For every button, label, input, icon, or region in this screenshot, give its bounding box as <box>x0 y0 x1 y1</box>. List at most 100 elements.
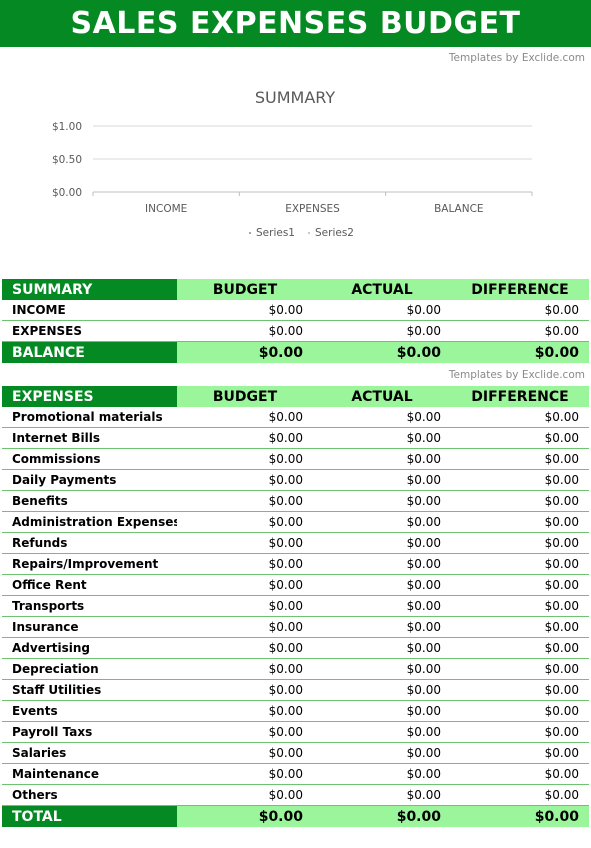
summary-header-row: SUMMARY BUDGET ACTUAL DIFFERENCE <box>2 279 589 300</box>
difference-cell: $0.00 <box>451 574 589 596</box>
difference-cell: $0.00 <box>451 700 589 722</box>
table-row: Administration Expenses $0.00 $0.00 $0.00 <box>2 511 589 533</box>
difference-cell: $0.00 <box>451 721 589 743</box>
difference-cell: $0.00 <box>451 637 589 659</box>
actual-cell: $0.00 <box>313 407 451 428</box>
budget-cell: $0.00 <box>177 574 313 596</box>
row-label: Maintenance <box>2 763 177 785</box>
budget-cell: $0.00 <box>177 763 313 785</box>
budget-cell: $0.00 <box>177 595 313 617</box>
budget-cell: $0.00 <box>177 511 313 533</box>
actual-column-header: ACTUAL <box>313 386 451 407</box>
difference-cell: $0.00 <box>451 742 589 764</box>
x-tick-label: INCOME <box>145 203 187 215</box>
actual-cell: $0.00 <box>313 679 451 701</box>
y-tick-label: $0.50 <box>52 154 82 166</box>
budget-cell: $0.00 <box>177 320 313 342</box>
budget-cell: $0.00 <box>177 448 313 470</box>
row-label: EXPENSES <box>2 320 177 342</box>
budget-cell: $0.00 <box>177 679 313 701</box>
actual-cell: $0.00 <box>313 511 451 533</box>
budget-cell: $0.00 <box>177 490 313 512</box>
table-row: Payroll Taxs $0.00 $0.00 $0.00 <box>2 721 589 743</box>
total-budget: $0.00 <box>177 805 313 827</box>
difference-cell: $0.00 <box>451 595 589 617</box>
table-row: INCOME $0.00 $0.00 $0.00 <box>2 300 589 321</box>
difference-cell: $0.00 <box>451 532 589 554</box>
difference-cell: $0.00 <box>451 448 589 470</box>
balance-budget: $0.00 <box>177 341 313 363</box>
balance-row: BALANCE $0.00 $0.00 $0.00 <box>2 341 589 363</box>
budget-column-header: BUDGET <box>177 279 313 300</box>
table-row: Staff Utilities $0.00 $0.00 $0.00 <box>2 679 589 701</box>
row-label: Refunds <box>2 532 177 554</box>
table-row: Others $0.00 $0.00 $0.00 <box>2 784 589 806</box>
row-label: Benefits <box>2 490 177 512</box>
row-label: Commissions <box>2 448 177 470</box>
summary-header-label: SUMMARY <box>2 279 177 300</box>
row-label: Events <box>2 700 177 722</box>
actual-cell: $0.00 <box>313 574 451 596</box>
total-label: TOTAL <box>2 805 177 827</box>
row-label: Transports <box>2 595 177 617</box>
legend-item: Series1 <box>256 227 295 239</box>
row-label: Repairs/Improvement <box>2 553 177 575</box>
budget-cell: $0.00 <box>177 742 313 764</box>
row-label: Staff Utilities <box>2 679 177 701</box>
row-label: Administration Expenses <box>2 511 177 533</box>
budget-cell: $0.00 <box>177 427 313 449</box>
table-row: Events $0.00 $0.00 $0.00 <box>2 700 589 722</box>
actual-cell: $0.00 <box>313 595 451 617</box>
difference-cell: $0.00 <box>451 490 589 512</box>
actual-cell: $0.00 <box>313 427 451 449</box>
actual-cell: $0.00 <box>313 553 451 575</box>
table-row: EXPENSES $0.00 $0.00 $0.00 <box>2 320 589 342</box>
table-row: Commissions $0.00 $0.00 $0.00 <box>2 448 589 470</box>
total-actual: $0.00 <box>313 805 451 827</box>
title-banner: SALES EXPENSES BUDGET <box>0 0 591 47</box>
row-label: Insurance <box>2 616 177 638</box>
table-row: Benefits $0.00 $0.00 $0.00 <box>2 490 589 512</box>
balance-label: BALANCE <box>2 341 177 363</box>
actual-cell: $0.00 <box>313 320 451 342</box>
summary-chart: SUMMARY $0.00 $0.50 $1.00 INCOME EXPENSES BALA… <box>52 88 533 239</box>
row-label: Salaries <box>2 742 177 764</box>
table-row: Daily Payments $0.00 $0.00 $0.00 <box>2 469 589 491</box>
actual-cell: $0.00 <box>313 763 451 785</box>
summary-table: SUMMARY BUDGET ACTUAL DIFFERENCE INCOME $… <box>2 279 589 363</box>
y-tick-label: $0.00 <box>52 187 82 199</box>
budget-cell: $0.00 <box>177 784 313 806</box>
actual-cell: $0.00 <box>313 658 451 680</box>
actual-column-header: ACTUAL <box>313 279 451 300</box>
budget-cell: $0.00 <box>177 553 313 575</box>
row-label: Depreciation <box>2 658 177 680</box>
budget-cell: $0.00 <box>177 407 313 428</box>
row-label: Office Rent <box>2 574 177 596</box>
expenses-header-row: EXPENSES BUDGET ACTUAL DIFFERENCE <box>2 386 589 407</box>
difference-cell: $0.00 <box>451 616 589 638</box>
difference-column-header: DIFFERENCE <box>451 279 589 300</box>
budget-cell: $0.00 <box>177 721 313 743</box>
actual-cell: $0.00 <box>313 469 451 491</box>
budget-cell: $0.00 <box>177 658 313 680</box>
row-label: Advertising <box>2 637 177 659</box>
legend-marker <box>308 232 310 234</box>
table-row: Maintenance $0.00 $0.00 $0.00 <box>2 763 589 785</box>
actual-cell: $0.00 <box>313 742 451 764</box>
table-row: Salaries $0.00 $0.00 $0.00 <box>2 742 589 764</box>
page-title: SALES EXPENSES BUDGET <box>70 6 521 41</box>
budget-cell: $0.00 <box>177 469 313 491</box>
budget-cell: $0.00 <box>177 616 313 638</box>
row-label: Promotional materials <box>2 407 177 428</box>
difference-cell: $0.00 <box>451 763 589 785</box>
actual-cell: $0.00 <box>313 448 451 470</box>
balance-difference: $0.00 <box>451 341 589 363</box>
table-row: Insurance $0.00 $0.00 $0.00 <box>2 616 589 638</box>
legend-marker <box>249 232 251 234</box>
difference-cell: $0.00 <box>451 511 589 533</box>
difference-cell: $0.00 <box>451 658 589 680</box>
row-label: Others <box>2 784 177 806</box>
actual-cell: $0.00 <box>313 300 451 321</box>
difference-column-header: DIFFERENCE <box>451 386 589 407</box>
chart-title: SUMMARY <box>255 88 336 107</box>
